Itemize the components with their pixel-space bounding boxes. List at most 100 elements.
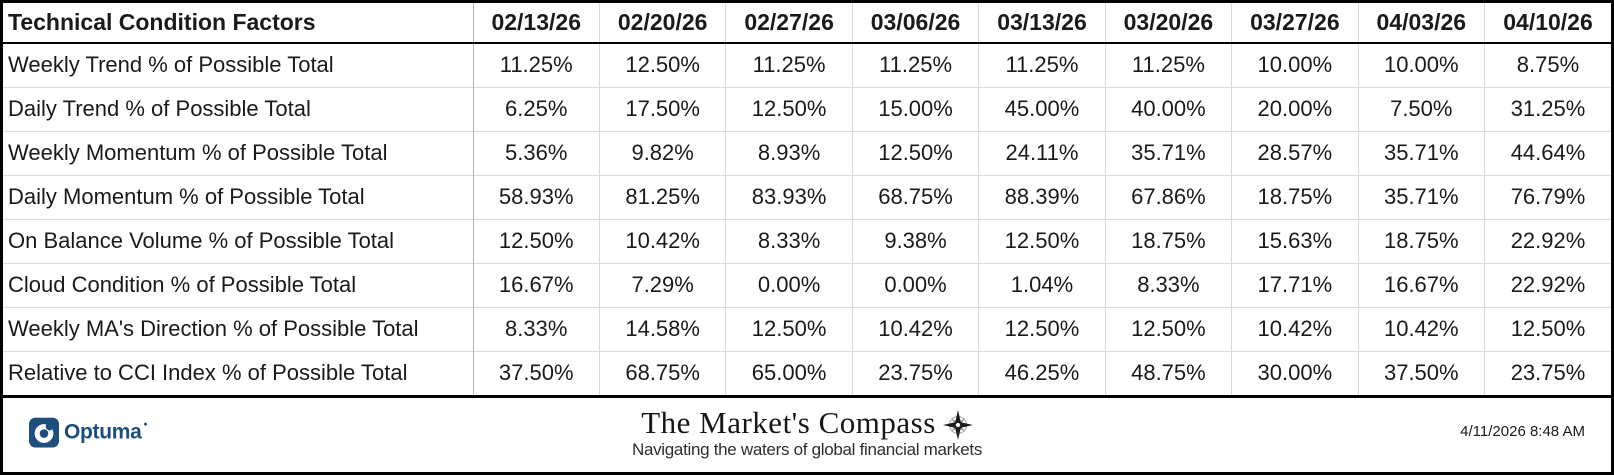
value-cell: 10.42% bbox=[1357, 306, 1485, 351]
row-label: Weekly Momentum % of Possible Total bbox=[3, 130, 473, 175]
value-cell: 0.00% bbox=[725, 262, 853, 307]
value-cell: 1.04% bbox=[978, 262, 1106, 307]
row-label: Weekly Trend % of Possible Total bbox=[8, 52, 334, 78]
optuma-logo-icon bbox=[29, 417, 59, 448]
value-cell: 11.25% bbox=[978, 43, 1106, 87]
value-cell: 16.67% bbox=[1357, 262, 1485, 307]
column-header-date: 03/13/26 bbox=[978, 3, 1106, 44]
value-cell: 11.25% bbox=[472, 43, 600, 87]
value-cell: 12.50% bbox=[1484, 306, 1611, 351]
value-cell: 37.50% bbox=[472, 350, 600, 395]
table-header: Technical Condition Factors 02/13/26 02/2… bbox=[3, 3, 1611, 44]
table-title: Technical Condition Factors bbox=[3, 3, 473, 44]
column-header-date: 03/20/26 bbox=[1104, 3, 1232, 44]
value-cell: 18.75% bbox=[1357, 218, 1485, 263]
value-cell: 83.93% bbox=[725, 174, 853, 219]
value-cell: 14.58% bbox=[598, 306, 726, 351]
value-cell: 12.50% bbox=[978, 218, 1106, 263]
header-row: Technical Condition Factors 02/13/26 02/2… bbox=[3, 3, 1611, 44]
value-cell: 15.00% bbox=[851, 86, 979, 131]
value-cell: 67.86% bbox=[1104, 174, 1232, 219]
value-cell: 31.25% bbox=[1484, 86, 1611, 131]
brand-title: The Market's Compass bbox=[641, 405, 936, 441]
value-cell: 10.42% bbox=[851, 306, 979, 351]
value-cell: 9.82% bbox=[598, 130, 726, 175]
value-cell: 44.64% bbox=[1484, 130, 1611, 175]
value-cell: 88.39% bbox=[978, 174, 1106, 219]
column-header-date: 03/06/26 bbox=[851, 3, 979, 44]
value-cell: 30.00% bbox=[1231, 350, 1359, 395]
table-row: Weekly Momentum % of Possible Total 5.36%… bbox=[3, 130, 1611, 175]
brand-block: The Market's Compass Navigating the wate… bbox=[632, 407, 982, 459]
row-label: Daily Trend % of Possible Total bbox=[3, 86, 473, 131]
value-cell: 7.50% bbox=[1357, 86, 1485, 131]
value-cell: 10.00% bbox=[1357, 43, 1485, 87]
value-cell: 10.42% bbox=[598, 218, 726, 263]
value-cell: 12.50% bbox=[598, 43, 726, 87]
value-cell: 28.57% bbox=[1231, 130, 1359, 175]
column-header-date: 04/10/26 bbox=[1484, 3, 1611, 44]
value-cell: 16.67% bbox=[472, 262, 600, 307]
value-cell: 8.33% bbox=[725, 218, 853, 263]
table-row: Cloud Condition % of Possible Total 16.67… bbox=[3, 262, 1611, 307]
table-row: Weekly Trend % of Possible Total 11.25% 12… bbox=[3, 43, 1611, 87]
table-body: Weekly Trend % of Possible Total 11.25% 12… bbox=[3, 43, 1611, 395]
value-cell: 12.50% bbox=[725, 306, 853, 351]
value-cell: 0.00% bbox=[851, 262, 979, 307]
value-cell: 7.29% bbox=[598, 262, 726, 307]
value-cell: 18.75% bbox=[1231, 174, 1359, 219]
value-cell: 17.50% bbox=[598, 86, 726, 131]
value-cell: 22.92% bbox=[1484, 218, 1611, 263]
value-cell: 12.50% bbox=[851, 130, 979, 175]
value-cell: 35.71% bbox=[1357, 174, 1485, 219]
value-cell: 20.00% bbox=[1231, 86, 1359, 131]
value-cell: 9.38% bbox=[851, 218, 979, 263]
value-cell: 81.25% bbox=[598, 174, 726, 219]
column-header-date: 04/03/26 bbox=[1357, 3, 1485, 44]
value-cell: 22.92% bbox=[1484, 262, 1611, 307]
table-row: Relative to CCI Index % of Possible Tota… bbox=[3, 350, 1611, 395]
optuma-logo-text: Optuma bbox=[64, 421, 147, 445]
row-label: On Balance Volume % of Possible Total bbox=[3, 218, 473, 263]
value-cell: 35.71% bbox=[1357, 130, 1485, 175]
value-cell: 68.75% bbox=[851, 174, 979, 219]
value-cell: 68.75% bbox=[598, 350, 726, 395]
value-cell: 37.50% bbox=[1357, 350, 1485, 395]
value-cell: 5.36% bbox=[472, 130, 600, 175]
value-cell: 65.00% bbox=[725, 350, 853, 395]
value-cell: 15.63% bbox=[1231, 218, 1359, 263]
optuma-logo: Optuma bbox=[29, 417, 147, 448]
column-header-date: 02/27/26 bbox=[725, 3, 853, 44]
column-header-date: 02/20/26 bbox=[598, 3, 726, 44]
value-cell: 12.50% bbox=[1104, 306, 1232, 351]
row-label: Cloud Condition % of Possible Total bbox=[3, 262, 473, 307]
value-cell: 11.25% bbox=[851, 43, 979, 87]
value-cell: 35.71% bbox=[1104, 130, 1232, 175]
brand-tagline: Navigating the waters of global financia… bbox=[631, 440, 983, 460]
value-cell: 10.42% bbox=[1231, 306, 1359, 351]
value-cell: 12.50% bbox=[978, 306, 1106, 351]
column-header-date: 03/27/26 bbox=[1231, 3, 1359, 44]
value-cell: 8.75% bbox=[1484, 43, 1611, 87]
footer: Optuma The Market's Compass Navigating t… bbox=[3, 395, 1611, 472]
value-cell: 76.79% bbox=[1484, 174, 1611, 219]
value-cell: 48.75% bbox=[1104, 350, 1232, 395]
value-cell: 6.25% bbox=[472, 86, 600, 131]
value-cell: 18.75% bbox=[1104, 218, 1232, 263]
value-cell: 8.33% bbox=[472, 306, 600, 351]
table-row: Daily Momentum % of Possible Total 58.93%… bbox=[3, 174, 1611, 219]
value-cell: 11.25% bbox=[1104, 43, 1232, 87]
row-label: Daily Momentum % of Possible Total bbox=[3, 174, 473, 219]
compass-rose-icon bbox=[942, 410, 973, 441]
table-row: Daily Trend % of Possible Total 6.25% 17.5… bbox=[3, 86, 1611, 131]
table-row: Weekly MA's Direction % of Possible Tota… bbox=[3, 306, 1611, 351]
value-cell: 24.11% bbox=[978, 130, 1106, 175]
value-cell: 23.75% bbox=[1484, 350, 1611, 395]
value-cell: 12.50% bbox=[725, 86, 853, 131]
technical-factors-table: Technical Condition Factors 02/13/26 02/2… bbox=[3, 3, 1611, 395]
value-cell: 46.25% bbox=[978, 350, 1106, 395]
value-cell: 23.75% bbox=[851, 350, 979, 395]
value-cell: 8.33% bbox=[1104, 262, 1232, 307]
value-cell: 10.00% bbox=[1231, 43, 1359, 87]
timestamp: 4/11/2026 8:48 AM bbox=[1460, 423, 1585, 441]
